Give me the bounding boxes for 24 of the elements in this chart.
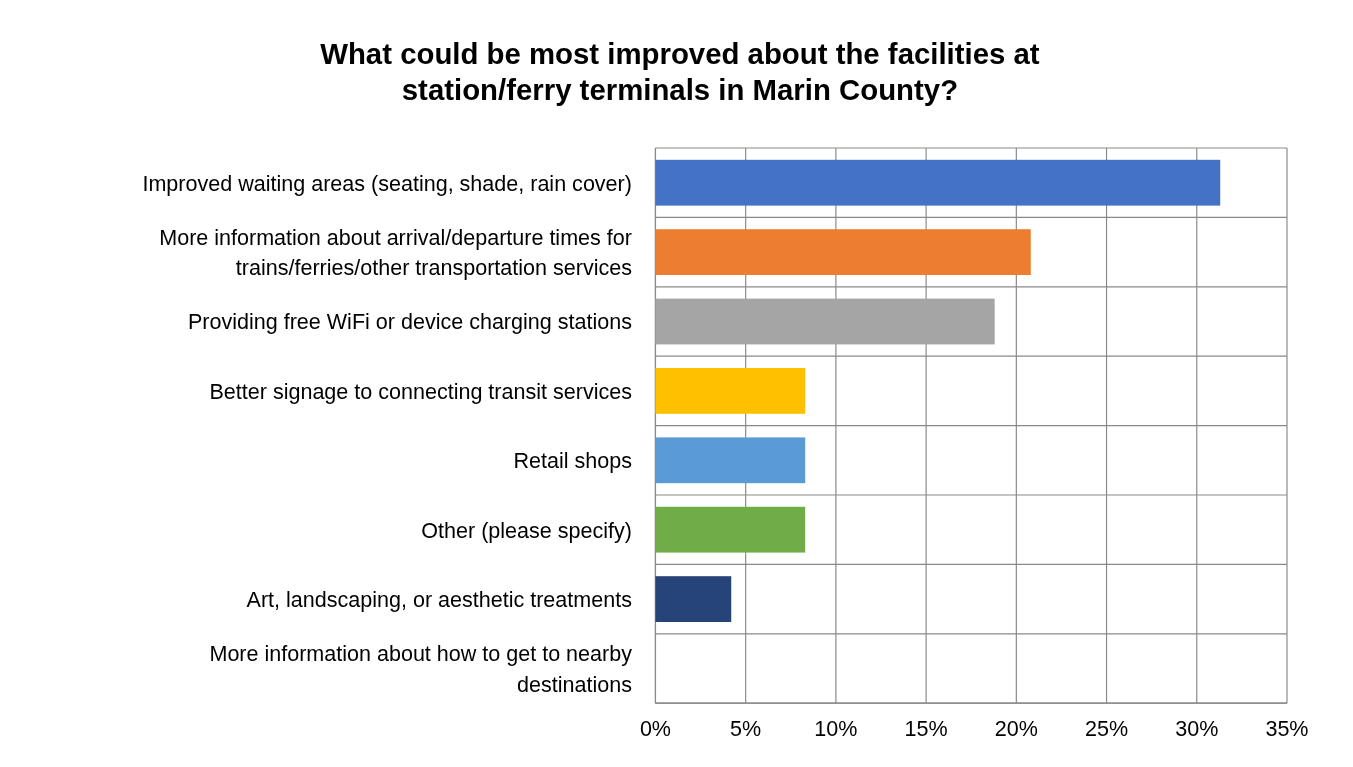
y-tick-label: Improved waiting areas (seating, shade, rain cover) bbox=[142, 171, 632, 196]
x-tick-label: 15% bbox=[904, 716, 948, 741]
y-tick-label: Other (please specify) bbox=[421, 518, 632, 543]
x-tick-label: 35% bbox=[1265, 716, 1309, 741]
bar bbox=[655, 437, 806, 484]
x-tick-label: 25% bbox=[1085, 716, 1129, 741]
x-tick-label: 10% bbox=[814, 716, 858, 741]
bar bbox=[655, 298, 995, 345]
y-tick-label: Providing free WiFi or device charging stations bbox=[187, 310, 632, 335]
bar bbox=[655, 368, 806, 414]
y-tick-label: More information about arrival/departure times for trains/ferries/other transportation services bbox=[159, 225, 632, 281]
chart-title: What could be most improved about the facilities at station/ferry terminals in Marin County? bbox=[320, 36, 1040, 107]
bar bbox=[655, 506, 806, 553]
x-tick-label: 0% bbox=[639, 716, 672, 741]
x-tick-label: 5% bbox=[730, 716, 762, 741]
x-tick-label: 20% bbox=[994, 716, 1038, 741]
y-tick-label: Better signage to connecting transit services bbox=[209, 379, 632, 404]
bar bbox=[655, 576, 732, 622]
bar bbox=[655, 229, 1031, 276]
y-tick-label: Retail shops bbox=[513, 449, 632, 474]
y-tick-label: Art, landscaping, or aesthetic treatments bbox=[246, 587, 632, 612]
x-tick-label: 30% bbox=[1175, 716, 1219, 741]
y-tick-label: More information about how to get to nearby destinations bbox=[209, 642, 633, 697]
bar bbox=[655, 159, 1221, 206]
